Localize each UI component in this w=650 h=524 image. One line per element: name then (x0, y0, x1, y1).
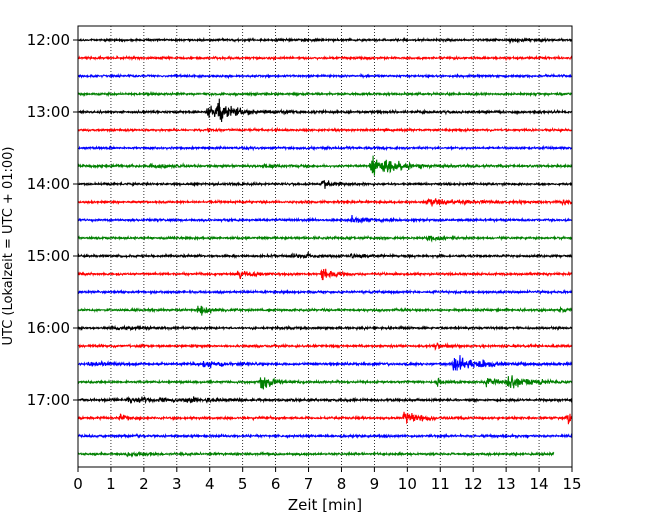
x-tick-label: 7 (304, 475, 314, 493)
trace-1200 (77, 36, 573, 45)
trace-1700 (77, 395, 573, 405)
x-tick-label: 4 (205, 475, 215, 493)
x-tick-label: 3 (172, 475, 182, 493)
y-tick-label: 16:00 (27, 319, 70, 337)
trace-1645 (77, 375, 573, 390)
trace-1245 (77, 90, 573, 98)
trace-1615 (77, 342, 573, 352)
x-tick-label: 10 (398, 475, 417, 493)
trace-1600 (77, 324, 573, 332)
x-tick-label: 13 (497, 475, 516, 493)
x-tick-label: 15 (562, 475, 581, 493)
y-axis-ticks: 12:00 13:00 14:00 15:00 16:00 17:00 (27, 31, 78, 409)
trace-1530 (77, 288, 573, 296)
trace-1230 (77, 72, 573, 80)
trace-1300 (77, 98, 573, 123)
x-tick-label: 14 (530, 475, 549, 493)
x-axis-label: Zeit [min] (288, 496, 362, 514)
y-tick-label: 17:00 (27, 391, 70, 409)
trace-1315 (77, 126, 573, 134)
y-tick-label: 13:00 (27, 103, 70, 121)
trace-1500 (77, 251, 573, 260)
trace-1545 (77, 305, 573, 316)
trace-1415 (77, 197, 573, 207)
x-tick-label: 5 (238, 475, 248, 493)
trace-1730 (77, 432, 573, 440)
plot-frame (77, 25, 573, 468)
trace-1715 (77, 411, 573, 425)
x-tick-label: 8 (337, 475, 347, 493)
y-tick-label: 15:00 (27, 247, 70, 265)
x-tick-label: 2 (139, 475, 149, 493)
x-tick-label: 11 (431, 475, 450, 493)
y-tick-label: 12:00 (27, 31, 70, 49)
trace-1345 (77, 155, 573, 176)
y-tick-label: 14:00 (27, 175, 70, 193)
trace-1330 (77, 144, 573, 152)
x-tick-label: 0 (73, 475, 83, 493)
trace-1630 (77, 355, 573, 371)
trace-layer (77, 36, 573, 458)
trace-1215 (77, 54, 573, 62)
trace-1445 (77, 234, 573, 243)
trace-1515 (77, 268, 573, 281)
x-tick-label: 9 (370, 475, 380, 493)
trace-1400 (77, 179, 573, 189)
trace-1745 (77, 450, 555, 458)
x-tick-label: 6 (271, 475, 281, 493)
x-tick-label: 12 (464, 475, 483, 493)
x-axis-ticks: 0 1 2 3 4 5 6 7 8 9 10 11 12 13 14 15 (73, 467, 582, 493)
x-tick-label: 1 (106, 475, 116, 493)
y-axis-label: UTC (Lokalzeit = UTC + 01:00) (1, 147, 16, 346)
trace-1430 (77, 214, 573, 224)
